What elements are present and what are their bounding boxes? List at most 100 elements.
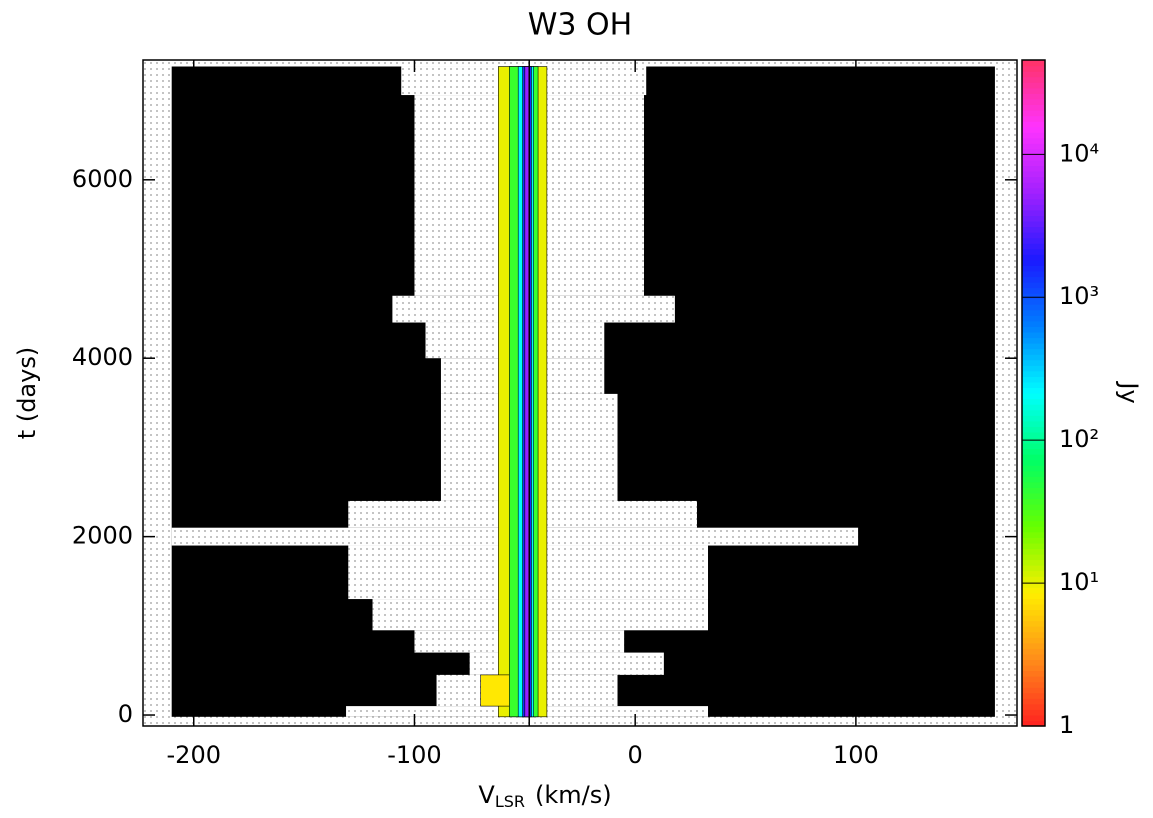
colorbar-cell [1022,354,1045,361]
y-tick-label: 2000 [72,522,133,550]
colorbar-cell [1022,109,1045,117]
colorbar-cell [1022,404,1045,411]
colorbar-cell [1022,65,1045,72]
colorbar-cell [1022,487,1045,494]
colorbar-cell [1022,492,1045,500]
x-tick-label: 100 [833,741,879,769]
colorbar-cell [1022,587,1045,594]
colorbar-cell [1022,481,1045,488]
colorbar-cell [1022,526,1045,533]
colorbar-cell [1022,592,1045,599]
colorbar-cell [1022,143,1045,150]
colorbar-cell [1022,448,1045,455]
x-tick-label: -100 [387,741,441,769]
colorbar-cell [1022,198,1045,205]
colorbar-cell [1022,376,1045,383]
colorbar-cell [1022,637,1045,644]
y-tick-label: 6000 [72,165,133,193]
colorbar-cell [1022,187,1045,194]
colorbar-cell [1022,498,1045,505]
colorbar-cell [1022,598,1045,605]
colorbar-label: Jy [1115,380,1143,403]
colorbar-tick-label: 10¹ [1059,568,1099,596]
colorbar-cell [1022,76,1045,83]
colorbar-cell [1022,176,1045,183]
y-tick-label: 0 [118,700,133,728]
colorbar-cell [1022,265,1045,272]
colorbar-cell [1022,343,1045,350]
colorbar-cell [1022,232,1045,239]
colorbar-cell [1022,209,1045,216]
colorbar-cell [1022,698,1045,705]
colorbar-cell [1022,548,1045,555]
x-axis-label: VLSR (km/s) [478,781,611,811]
colorbar-cell [1022,626,1045,633]
colorbar-cell [1022,365,1045,372]
colorbar-cell [1022,476,1045,483]
colorbar-cell [1022,93,1045,100]
colorbar-cell [1022,454,1045,461]
colorbar-cell [1022,331,1045,339]
colorbar-cell [1022,182,1045,189]
colorbar-cell [1022,348,1045,355]
colorbar-cell [1022,603,1045,611]
colorbar-cell [1022,220,1045,228]
colorbar-cell [1022,82,1045,89]
colorbar-cell [1022,531,1045,538]
colorbar-cell [1022,703,1045,710]
colorbar-cell [1022,104,1045,111]
colorbar-cell [1022,509,1045,516]
colorbar-cell [1022,520,1045,527]
colorbar-tick-label: 1 [1059,711,1074,739]
colorbar-cell [1022,315,1045,322]
colorbar-cell [1022,515,1045,522]
colorbar-cell [1022,653,1045,660]
colorbar-tick-label: 10² [1059,425,1099,453]
colorbar-tick-label: 10³ [1059,282,1099,310]
colorbar-cell [1022,659,1045,666]
colorbar-cell [1022,576,1045,583]
colorbar-cell [1022,615,1045,622]
colorbar-cell [1022,159,1045,167]
colorbar-cell [1022,148,1045,155]
colorbar-cell [1022,420,1045,427]
y-axis-label: t (days) [13,347,41,439]
colorbar-cell [1022,537,1045,544]
colorbar-cell [1022,415,1045,422]
colorbar-cell [1022,165,1045,172]
colorbar-cell [1022,359,1045,366]
colorbar-cell [1022,98,1045,105]
colorbar-cell [1022,193,1045,200]
y-tick-label: 4000 [72,343,133,371]
chart-title: W3 OH [528,8,632,43]
colorbar-cell [1022,254,1045,261]
colorbar-cell [1022,132,1045,139]
x-tick-label: 0 [628,741,643,769]
x-label-sub: LSR [495,792,525,811]
colorbar-cell [1022,687,1045,694]
colorbar-cell [1022,293,1045,300]
colorbar-cell [1022,409,1045,416]
colorbar-tick-label: 10⁴ [1059,139,1099,167]
colorbar-cell [1022,642,1045,649]
colorbar-cell [1022,570,1045,577]
colorbar-cell [1022,559,1045,566]
colorbar-cell [1022,459,1045,466]
colorbar-cell [1022,337,1045,344]
colorbar-cell [1022,243,1045,250]
colorbar-cell [1022,581,1045,588]
colorbar-cell [1022,664,1045,672]
colorbar-cell [1022,298,1045,305]
colorbar-cell [1022,304,1045,311]
colorbar-cell [1022,470,1045,477]
colorbar-cell [1022,248,1045,255]
colorbar-cell [1022,426,1045,433]
colorbar-cell [1022,320,1045,327]
colorbar-cell [1022,542,1045,549]
colorbar-cell [1022,171,1045,178]
colorbar-cell [1022,692,1045,699]
colorbar-cell [1022,670,1045,677]
colorbar-cell [1022,121,1045,128]
colorbar-cell [1022,442,1045,450]
